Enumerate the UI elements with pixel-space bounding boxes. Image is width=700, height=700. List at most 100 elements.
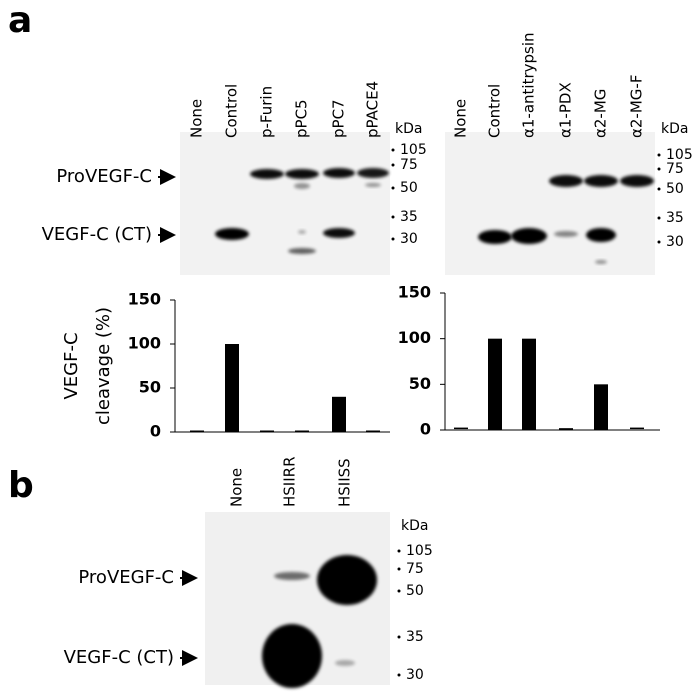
marker-dot <box>391 163 395 167</box>
marker-dot <box>391 215 395 219</box>
lane-label: HSIISS <box>336 458 354 507</box>
marker-dot <box>391 186 395 190</box>
bar <box>488 338 502 430</box>
marker-dot <box>657 167 661 171</box>
unit-label: kDa <box>395 121 422 137</box>
band <box>365 183 381 187</box>
marker-label: 30 <box>666 234 684 250</box>
band <box>549 175 583 187</box>
bar <box>522 338 536 430</box>
band <box>274 572 310 580</box>
marker-label: 75 <box>406 561 424 577</box>
bar <box>190 430 204 432</box>
marker-label: 35 <box>666 210 684 226</box>
bar <box>454 427 468 430</box>
lane-label: None <box>452 99 470 138</box>
band <box>357 168 389 178</box>
y-axis-label: VEGF-C <box>61 332 82 399</box>
band <box>584 175 618 187</box>
row-label: VEGF-C (CT) <box>42 224 152 245</box>
y-tick-label: 50 <box>139 378 161 397</box>
band <box>294 183 310 189</box>
panel-label: a <box>8 0 32 41</box>
unit-label: kDa <box>661 121 688 137</box>
y-tick-label: 50 <box>409 374 431 393</box>
y-tick-label: 0 <box>420 420 431 439</box>
marker-dot <box>391 237 395 241</box>
marker-dot <box>657 240 661 244</box>
band <box>554 231 578 237</box>
band <box>285 169 319 179</box>
band <box>215 228 249 240</box>
bar <box>225 344 239 432</box>
bar <box>366 430 380 432</box>
row-label: ProVEGF-C <box>56 166 152 187</box>
blot <box>445 132 655 275</box>
lane-label: α2-MG <box>592 89 610 138</box>
blot <box>180 132 390 275</box>
band <box>335 660 355 666</box>
y-tick-label: 100 <box>398 328 431 347</box>
marker-dot <box>657 216 661 220</box>
lane-label: α1-PDX <box>557 82 575 138</box>
marker-label: 35 <box>406 629 424 645</box>
band <box>478 230 512 244</box>
y-tick-label: 100 <box>128 334 161 353</box>
marker-label: 105 <box>406 543 433 559</box>
y-tick-label: 0 <box>150 422 161 441</box>
lane-label: pPACE4 <box>364 81 382 138</box>
y-tick-label: 150 <box>398 283 431 302</box>
band <box>586 228 616 242</box>
lane-label: p-Furin <box>258 86 276 138</box>
lane-label: None <box>188 99 206 138</box>
marker-label: 30 <box>400 231 418 247</box>
marker-dot <box>657 187 661 191</box>
lane-label: α2-MG-F <box>628 75 646 138</box>
band <box>323 168 355 178</box>
marker-label: 50 <box>406 583 424 599</box>
y-axis-label: cleavage (%) <box>93 307 114 425</box>
lane-label: None <box>228 468 246 507</box>
marker-label: 105 <box>400 142 427 158</box>
band <box>298 230 306 234</box>
lane-label: HSIIRR <box>281 457 299 508</box>
marker-label: 50 <box>400 180 418 196</box>
bar <box>260 430 274 432</box>
marker-dot <box>657 153 661 157</box>
band <box>317 555 377 605</box>
bar <box>295 430 309 432</box>
band <box>288 248 316 254</box>
band <box>323 228 355 238</box>
unit-label: kDa <box>401 518 428 534</box>
band <box>511 228 547 244</box>
lane-label: pPC5 <box>293 99 311 138</box>
lane-label: pPC7 <box>330 99 348 138</box>
band <box>595 260 607 264</box>
marker-label: 35 <box>400 209 418 225</box>
marker-label: 50 <box>666 181 684 197</box>
marker-dot <box>397 589 401 593</box>
content: None Control p-Furin pPC5 pPC7 pPACE4 None Cont… <box>42 32 693 688</box>
marker-label: 30 <box>406 667 424 683</box>
marker-dot <box>391 148 395 152</box>
row-label: ProVEGF-C <box>78 567 174 588</box>
y-tick-label: 150 <box>128 290 161 309</box>
panel-label: b <box>8 465 34 506</box>
bar <box>332 396 346 432</box>
marker-label: 75 <box>666 161 684 177</box>
marker-dot <box>397 635 401 639</box>
row-label: VEGF-C (CT) <box>64 647 174 668</box>
bar <box>559 428 573 430</box>
lane-label: α1-antitrypsin <box>520 32 538 138</box>
marker-dot <box>397 673 401 677</box>
lane-label: Control <box>486 84 504 138</box>
band <box>250 169 284 179</box>
marker-label: 75 <box>400 157 418 173</box>
bar <box>630 427 644 430</box>
band <box>620 175 654 187</box>
marker-label: 105 <box>666 147 693 163</box>
band <box>262 624 322 688</box>
marker-dot <box>397 567 401 571</box>
bar <box>594 384 608 430</box>
